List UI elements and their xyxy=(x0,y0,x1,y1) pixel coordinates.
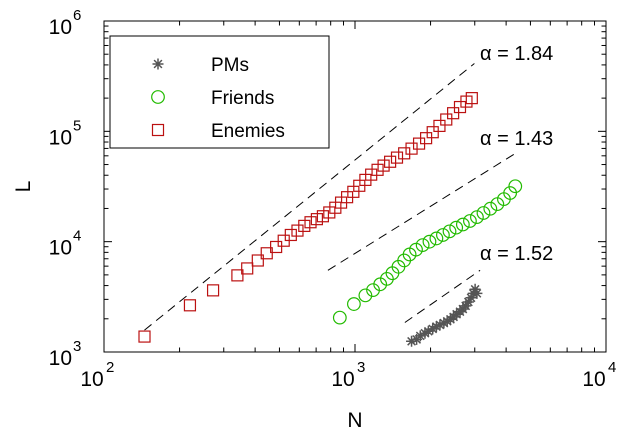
data-point xyxy=(483,201,498,216)
legend-item-pms: PMs xyxy=(152,55,249,76)
legend-label: Friends xyxy=(211,88,274,109)
x-tick-label: 10 xyxy=(331,368,354,391)
x-tick-exponent: 2 xyxy=(106,359,114,376)
data-point xyxy=(426,126,439,139)
legend-box xyxy=(109,35,330,149)
data-point xyxy=(440,113,453,126)
data-point xyxy=(358,288,373,303)
legend-marker xyxy=(151,90,165,104)
series-enemies xyxy=(138,92,478,343)
y-tick-exponent: 3 xyxy=(73,338,81,355)
data-point xyxy=(183,299,197,312)
data-point xyxy=(438,317,450,329)
data-point xyxy=(241,262,254,275)
y-tick-label: 10 xyxy=(49,126,72,149)
data-point xyxy=(422,325,434,337)
x-tick-exponent: 4 xyxy=(608,359,616,376)
data-point xyxy=(476,206,491,220)
data-point xyxy=(406,335,418,347)
data-point xyxy=(231,269,244,282)
data-point xyxy=(284,228,297,242)
data-point xyxy=(465,292,477,304)
data-point xyxy=(419,327,431,339)
legend-marker xyxy=(152,58,164,70)
legend-label: Enemies xyxy=(211,121,285,142)
data-point xyxy=(251,254,264,267)
data-point xyxy=(304,216,317,229)
fit-annotation: α = 1.52 xyxy=(480,243,553,265)
y-tick-label: 10 xyxy=(49,347,72,370)
data-point xyxy=(316,210,330,223)
data-point xyxy=(206,284,220,297)
data-point xyxy=(465,92,478,105)
legend-item-friends: Friends xyxy=(151,88,274,109)
data-point xyxy=(390,151,404,164)
data-point xyxy=(455,217,470,232)
fit-line xyxy=(327,153,516,271)
y-tick-label: 10 xyxy=(49,237,72,260)
legend-label: PMs xyxy=(211,55,249,76)
x-tick-label: 10 xyxy=(582,368,605,391)
y-tick-exponent: 6 xyxy=(73,7,81,24)
data-point xyxy=(460,300,472,312)
data-point xyxy=(508,179,523,194)
data-point xyxy=(469,283,481,295)
x-tick-exponent: 3 xyxy=(357,359,365,376)
fit-lines xyxy=(144,63,516,331)
data-points xyxy=(138,92,523,347)
x-axis-label: N xyxy=(347,409,362,432)
y-tick-exponent: 4 xyxy=(73,228,81,245)
y-tick-label: 10 xyxy=(49,16,72,39)
data-point xyxy=(449,220,464,235)
data-point xyxy=(441,315,453,327)
legend: PMs Friends Enemies xyxy=(109,35,330,149)
data-point xyxy=(377,159,390,172)
legend-marker xyxy=(151,123,165,137)
data-point xyxy=(270,240,283,254)
data-point xyxy=(471,287,483,299)
data-point xyxy=(298,219,311,232)
data-point xyxy=(415,238,430,252)
series-friends xyxy=(332,179,523,325)
data-point xyxy=(463,214,477,228)
series-pms xyxy=(406,283,483,347)
data-point xyxy=(260,247,273,260)
data-point xyxy=(447,107,460,120)
data-point xyxy=(398,147,411,160)
data-point xyxy=(434,319,446,331)
y-axis-label: L xyxy=(12,181,35,193)
fit-annotations: α = 1.84 α = 1.43 α = 1.52 xyxy=(480,43,553,265)
data-point xyxy=(291,224,304,237)
x-tick-label: 10 xyxy=(80,368,103,391)
data-point xyxy=(347,297,361,311)
y-tick-exponent: 5 xyxy=(73,117,81,134)
data-point xyxy=(433,119,446,133)
data-point xyxy=(436,228,450,242)
data-point xyxy=(429,231,444,246)
data-point xyxy=(442,224,457,239)
legend-item-enemies: Enemies xyxy=(151,121,285,142)
data-point xyxy=(470,210,484,224)
data-point xyxy=(138,330,151,343)
fit-line xyxy=(144,63,475,331)
fit-annotation: α = 1.43 xyxy=(480,128,553,150)
data-point xyxy=(365,168,378,181)
data-point xyxy=(414,330,426,342)
data-point xyxy=(427,323,439,335)
data-point xyxy=(462,296,474,308)
data-point xyxy=(430,321,442,333)
data-point xyxy=(422,234,437,249)
data-point xyxy=(332,310,347,325)
data-point xyxy=(384,155,397,168)
fit-annotation: α = 1.84 xyxy=(480,43,553,65)
fit-line xyxy=(404,269,481,323)
